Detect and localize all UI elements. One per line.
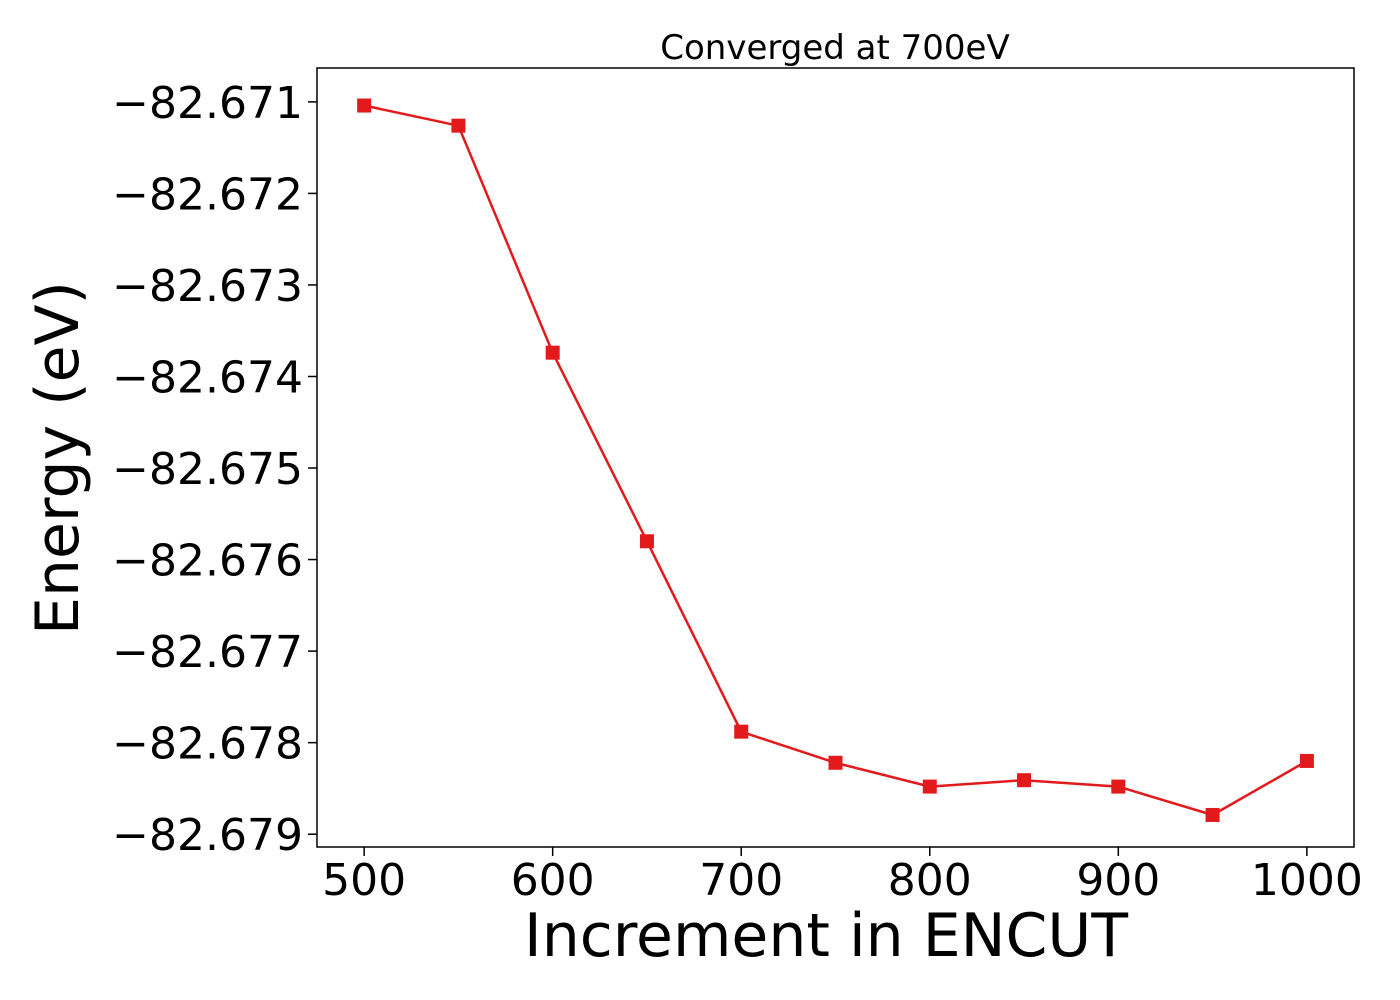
data-point (922, 779, 937, 794)
y-tick-label: −82.679 (112, 810, 303, 861)
y-tick-label: −82.675 (112, 444, 303, 495)
data-point (1205, 807, 1220, 822)
x-tick-label: 800 (888, 855, 972, 906)
x-tick-label: 900 (1076, 855, 1160, 906)
series-layer (357, 98, 1314, 822)
data-point (357, 98, 372, 113)
y-tick-label: −82.678 (112, 719, 303, 770)
y-tick-label: −82.677 (112, 627, 303, 678)
data-point (828, 755, 843, 770)
y-axis-title: Energy (eV) (23, 281, 93, 635)
plot-area (316, 67, 1355, 848)
x-axis: 500 600 700 800 900 1000 (322, 847, 1363, 906)
x-tick-label: 700 (699, 855, 783, 906)
y-axis: −82.671 −82.672 −82.673 −82.674 −82.675 −82.6… (112, 78, 317, 861)
y-tick-label: −82.671 (112, 78, 303, 129)
data-point (1111, 779, 1126, 794)
data-point (734, 724, 749, 739)
x-tick-label: 600 (511, 855, 595, 906)
y-tick-label: −82.674 (112, 352, 303, 403)
data-point (639, 534, 654, 549)
y-tick-label: −82.673 (112, 261, 303, 312)
data-point (1299, 753, 1314, 768)
x-tick-label: 1000 (1251, 855, 1363, 906)
x-tick-label: 500 (322, 855, 406, 906)
y-tick-label: −82.672 (112, 169, 303, 220)
data-point (545, 345, 560, 360)
x-axis-title: Increment in ENCUT (524, 901, 1128, 971)
data-point (451, 118, 466, 133)
data-point (1017, 773, 1032, 788)
chart-title: Converged at 700eV (660, 28, 1009, 68)
y-tick-label: −82.676 (112, 536, 303, 587)
